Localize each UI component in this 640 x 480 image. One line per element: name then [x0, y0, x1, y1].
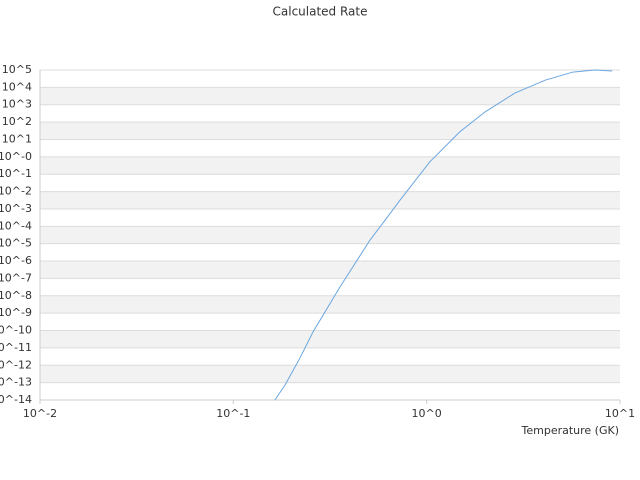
y-tick-label: 10^-6: [0, 254, 32, 267]
x-tick-label: 10^-1: [216, 407, 250, 420]
y-tick-label: 10^-0: [0, 150, 32, 163]
x-tick-label: 10^0: [412, 407, 442, 420]
data-line: [274, 69, 613, 401]
y-tick-label: 10^-9: [0, 306, 32, 319]
y-tick-label: 10^-10: [0, 324, 32, 337]
x-tick-label: 10^-2: [23, 407, 57, 420]
grid-band: [40, 87, 620, 105]
x-tick-label: 10^1: [605, 407, 635, 420]
chart-title: Calculated Rate: [273, 5, 368, 19]
y-tick-label: 10^-12: [0, 358, 32, 371]
y-tick-label: 10^3: [2, 98, 32, 111]
grid-band: [40, 226, 620, 244]
grid-band: [40, 365, 620, 383]
y-tick-label: 10^1: [2, 132, 32, 145]
grid-band: [40, 261, 620, 279]
y-tick-label: 10^-14: [0, 393, 32, 406]
grid-band: [40, 330, 620, 348]
y-tick-label: 10^-3: [0, 202, 32, 215]
y-tick-label: 10^-13: [0, 376, 32, 389]
y-tick-label: 10^2: [2, 115, 32, 128]
y-tick-label: 10^-8: [0, 289, 32, 302]
y-tick-label: 10^5: [2, 63, 32, 76]
y-tick-label: 10^-4: [0, 219, 32, 232]
y-tick-label: 10^-11: [0, 341, 32, 354]
grid-band: [40, 156, 620, 175]
grid-band: [40, 122, 620, 140]
y-tick-label: 10^-7: [0, 271, 32, 284]
y-tick-label: 10^4: [2, 80, 32, 93]
y-tick-label: 10^-2: [0, 185, 32, 198]
y-tick-label: 10^-5: [0, 237, 32, 250]
grid-band: [40, 191, 620, 209]
x-axis-label: Temperature (GK): [521, 424, 620, 437]
y-tick-label: 10^-1: [0, 167, 32, 180]
